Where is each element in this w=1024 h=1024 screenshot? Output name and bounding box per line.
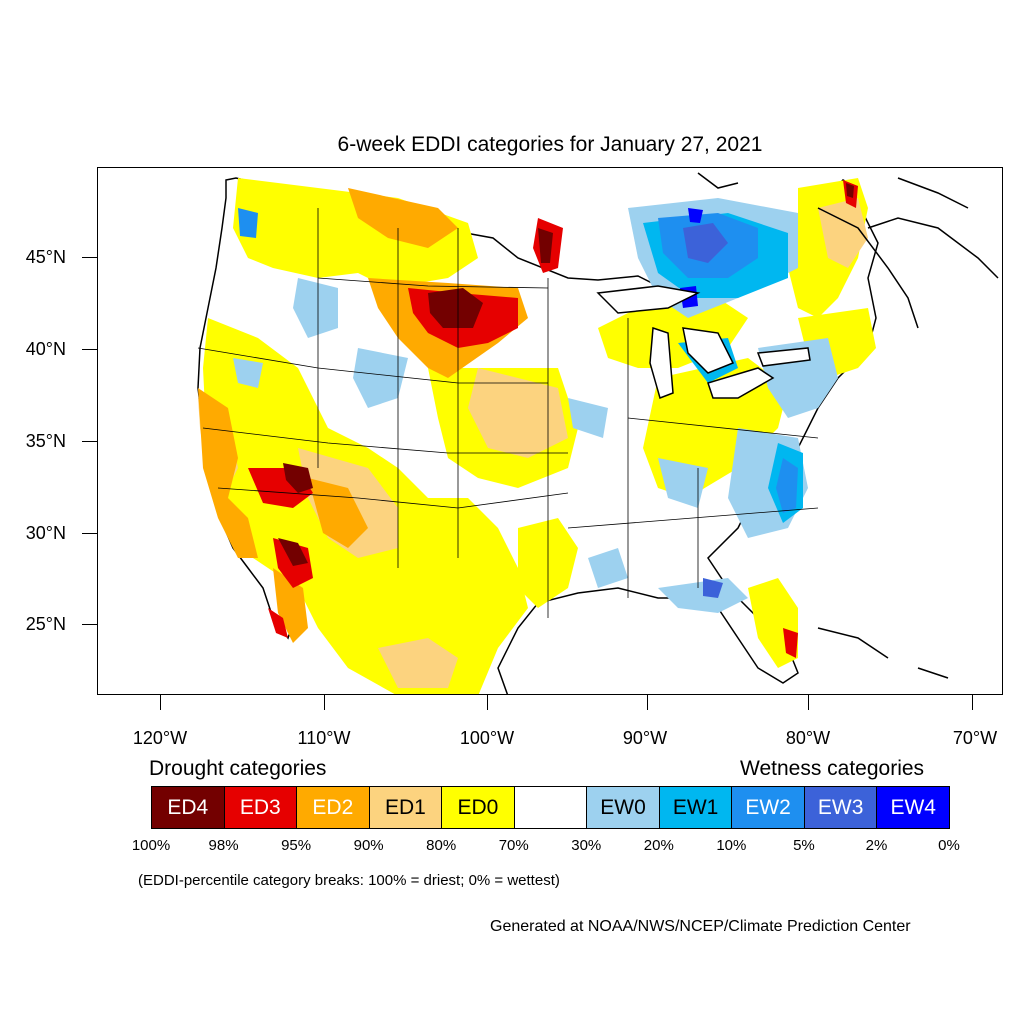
legend-swatch-ew0: EW0 xyxy=(586,786,660,829)
eddi-map xyxy=(197,172,999,694)
legend-break-label: 10% xyxy=(716,837,747,854)
lon-tick xyxy=(160,695,161,710)
map-frame xyxy=(97,167,1003,695)
lat-label-45: 45°N xyxy=(25,247,66,267)
lon-tick xyxy=(808,695,809,710)
legend-swatch-ed4: ED4 xyxy=(151,786,225,829)
legend-break-label: 90% xyxy=(353,837,384,854)
lon-label-80: 80°W xyxy=(785,728,831,748)
legend-break-label: 0% xyxy=(938,837,960,854)
lon-label-70: 70°W xyxy=(952,728,998,748)
lat-tick xyxy=(82,349,97,350)
legend-swatch-neutral xyxy=(513,786,588,829)
legend-swatch-ed1: ED1 xyxy=(368,786,443,829)
lon-label-110: 110°W xyxy=(297,728,351,748)
legend-swatch-ew4: EW4 xyxy=(876,786,950,829)
legend-break-label: 30% xyxy=(571,837,602,854)
lat-label-35: 35°N xyxy=(25,431,66,451)
lat-tick xyxy=(82,441,97,442)
legend-swatch-ed0: ED0 xyxy=(441,786,515,829)
legend-break-label: 2% xyxy=(865,837,888,854)
legend-swatch-ew3: EW3 xyxy=(803,786,878,829)
credit-line: Generated at NOAA/NWS/NCEP/Climate Predi… xyxy=(490,918,911,935)
lon-tick xyxy=(972,695,973,710)
great-lakes xyxy=(596,285,811,399)
legend-swatch-ed3: ED3 xyxy=(223,786,298,829)
ew3-regions xyxy=(683,223,728,598)
ed4-regions xyxy=(278,183,854,566)
category-note: (EDDI-percentile category breaks: 100% =… xyxy=(138,872,560,889)
lat-tick xyxy=(82,533,97,534)
lat-tick xyxy=(82,257,97,258)
legend-break-label: 20% xyxy=(643,837,674,854)
coastlines xyxy=(697,172,999,679)
lat-tick xyxy=(82,624,97,625)
lon-label-120: 120°W xyxy=(132,728,188,748)
state-boundaries xyxy=(197,208,819,618)
drought-categories-heading: Drought categories xyxy=(149,757,327,780)
lat-label-30: 30°N xyxy=(25,523,66,543)
lon-tick xyxy=(324,695,325,710)
legend-break-label: 70% xyxy=(498,837,529,854)
legend-swatch-ew2: EW2 xyxy=(731,786,805,829)
legend-break-label: 80% xyxy=(426,837,457,854)
legend-swatch-ed2: ED2 xyxy=(296,786,370,829)
lon-label-90: 90°W xyxy=(622,728,668,748)
lat-label-25: 25°N xyxy=(25,614,66,634)
legend-break-label: 5% xyxy=(793,837,815,854)
lon-label-100: 100°W xyxy=(459,728,515,748)
lon-tick xyxy=(487,695,488,710)
legend-break-label: 98% xyxy=(208,837,239,854)
map-title: 6-week EDDI categories for January 27, 2… xyxy=(337,133,763,156)
legend-break-label: 100% xyxy=(131,837,171,854)
legend-break-label: 95% xyxy=(281,837,312,854)
lat-label-40: 40°N xyxy=(25,339,66,359)
legend-swatch-ew1: EW1 xyxy=(658,786,733,829)
lon-tick xyxy=(647,695,648,710)
wetness-categories-heading: Wetness categories xyxy=(740,757,925,780)
